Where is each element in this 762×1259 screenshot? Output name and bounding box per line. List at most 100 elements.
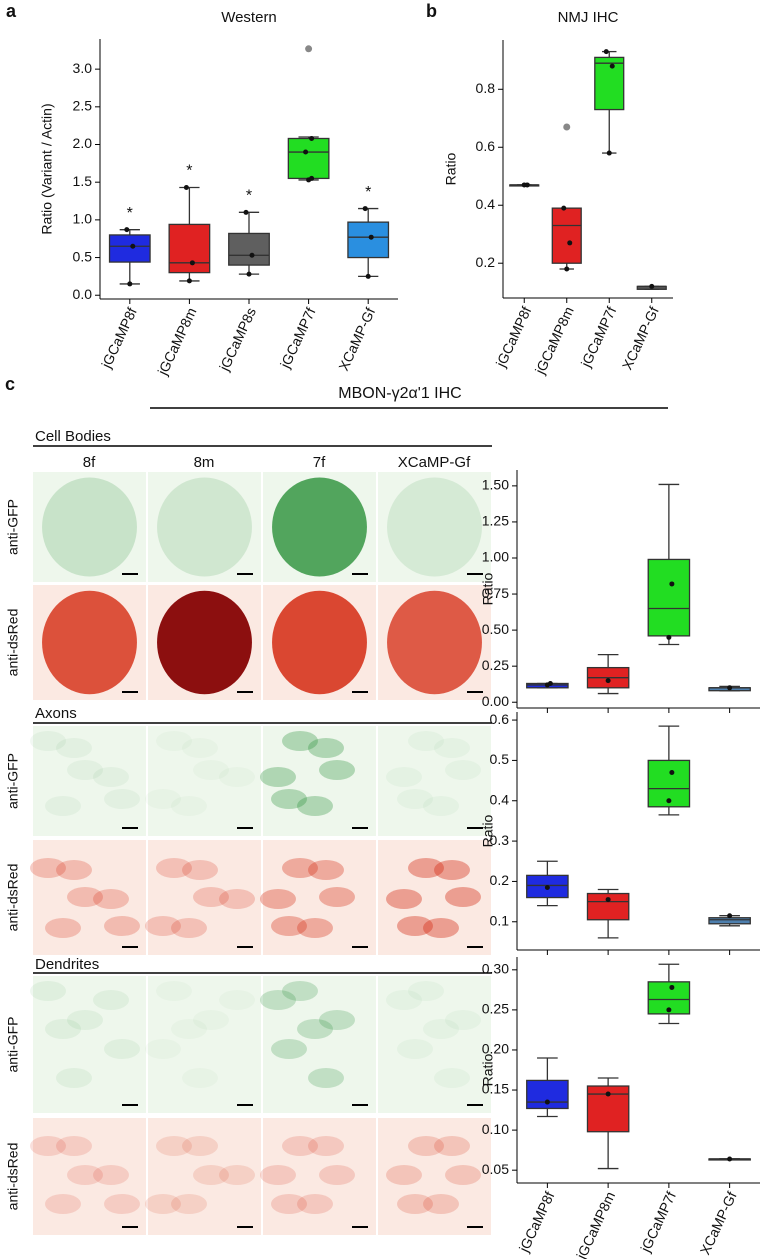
data-point (666, 1007, 672, 1013)
row-label: anti-GFP (5, 1016, 21, 1072)
image-signal (434, 1068, 470, 1088)
y-axis-label: Ratio (480, 572, 496, 605)
x-tick-label: jGCaMP8m (531, 304, 577, 377)
image-background (148, 472, 261, 582)
y-tick-label: 0.4 (490, 791, 510, 807)
image-signal (272, 477, 367, 577)
section-title: Axons (35, 705, 77, 722)
data-point (564, 266, 570, 272)
data-point (605, 1091, 611, 1097)
image-signal (93, 767, 129, 787)
image-background (148, 840, 261, 955)
image-signal (93, 1165, 129, 1185)
data-point (309, 175, 315, 181)
image-signal (308, 1136, 344, 1156)
image-signal (42, 477, 137, 577)
image-signal (434, 738, 470, 758)
image-signal (67, 887, 103, 907)
y-tick-label: 0.2 (490, 872, 510, 888)
image-background (378, 726, 491, 836)
image-signal (219, 767, 255, 787)
image-signal (408, 731, 444, 751)
image-signal (67, 1165, 103, 1185)
box (228, 232, 270, 266)
y-axis-label: Ratio (443, 152, 459, 185)
data-point (567, 240, 573, 246)
y-tick-label: 0.75 (482, 585, 509, 601)
image-signal (104, 916, 140, 936)
image-signal (182, 738, 218, 758)
image-signal (397, 1039, 433, 1059)
box (594, 56, 625, 111)
image-signal (319, 760, 355, 780)
image-signal (156, 981, 192, 1001)
data-point (183, 184, 189, 190)
image-signal (260, 767, 296, 787)
image-signal (271, 1039, 307, 1059)
x-tick-label: jGCaMP8f (98, 305, 140, 371)
x-tick-label: XCaMP-Gf (335, 305, 378, 373)
image-signal (30, 858, 66, 878)
image-background (263, 726, 376, 836)
data-point (727, 685, 733, 691)
data-point (243, 209, 249, 215)
image-signal (56, 860, 92, 880)
y-tick-label: 0.8 (476, 80, 496, 96)
image-signal (67, 760, 103, 780)
column-header: 8m (194, 454, 215, 471)
image-signal (260, 990, 296, 1010)
data-point (544, 1099, 550, 1105)
column-header: 7f (313, 454, 326, 471)
data-point (666, 798, 672, 804)
image-signal (408, 1136, 444, 1156)
data-point (561, 205, 567, 211)
y-tick-label: 0.05 (482, 1161, 509, 1177)
image-signal (408, 981, 444, 1001)
image-signal (445, 1165, 481, 1185)
y-tick-label: 0.25 (482, 657, 509, 673)
image-signal (319, 1010, 355, 1030)
image-signal (156, 858, 192, 878)
annotation: * (365, 184, 371, 201)
y-tick-label: 0.3 (490, 832, 510, 848)
y-axis-label: Ratio (480, 814, 496, 847)
image-signal (42, 590, 137, 695)
data-point (649, 283, 655, 289)
x-tick-label: jGCaMP7f (276, 305, 318, 371)
box (551, 207, 582, 264)
image-background (33, 472, 146, 582)
image-signal (157, 477, 252, 577)
y-tick-label: 0.5 (73, 248, 93, 264)
image-signal (445, 760, 481, 780)
y-tick-label: 0.00 (482, 693, 509, 709)
image-signal (297, 918, 333, 938)
image-signal (219, 990, 255, 1010)
image-signal (282, 731, 318, 751)
row-label: anti-dsRed (5, 609, 21, 677)
image-background (378, 1118, 491, 1235)
image-signal (282, 981, 318, 1001)
data-point (666, 634, 672, 640)
row-label: anti-dsRed (5, 864, 21, 932)
image-signal (271, 1194, 307, 1214)
image-signal (104, 1194, 140, 1214)
y-tick-label: 0.15 (482, 1081, 509, 1097)
x-tick-label: jGCaMP8s (216, 305, 260, 374)
data-point (669, 770, 675, 776)
image-signal (171, 796, 207, 816)
image-signal (423, 1019, 459, 1039)
data-point (186, 278, 192, 284)
image-signal (386, 990, 422, 1010)
image-signal (272, 590, 367, 695)
image-signal (271, 789, 307, 809)
data-point (669, 984, 675, 990)
image-signal (423, 918, 459, 938)
image-signal (386, 767, 422, 787)
image-signal (145, 916, 181, 936)
image-signal (408, 858, 444, 878)
image-signal (319, 1165, 355, 1185)
image-signal (282, 858, 318, 878)
image-background (33, 1118, 146, 1235)
box (526, 1079, 569, 1110)
outlier (305, 45, 313, 53)
